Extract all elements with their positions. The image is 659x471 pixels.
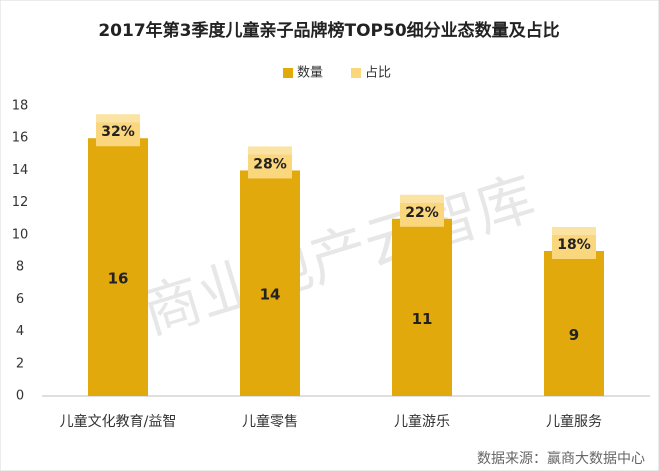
y-tick-label: 16 <box>12 131 29 146</box>
y-tick-label: 10 <box>12 227 29 242</box>
bar-value-label: 11 <box>412 310 433 328</box>
share-box-top <box>248 146 292 155</box>
share-box <box>96 114 140 147</box>
share-box-body <box>248 154 292 179</box>
y-tick-label: 2 <box>16 356 24 371</box>
bar <box>544 251 604 396</box>
share-box-body <box>552 235 596 259</box>
y-tick-label: 12 <box>12 195 29 210</box>
share-box-body <box>96 122 140 147</box>
share-box-top <box>96 114 140 123</box>
y-tick-label: 6 <box>16 292 24 307</box>
y-tick-label: 14 <box>12 163 29 178</box>
y-tick-label: 18 <box>12 99 29 114</box>
share-label: 32% <box>101 124 135 140</box>
bar <box>88 138 148 396</box>
bar-value-label: 14 <box>260 286 281 304</box>
legend-label: 数量 <box>297 66 323 81</box>
bar-value-label: 9 <box>569 326 579 344</box>
x-tick-label: 儿童零售 <box>242 413 298 430</box>
legend-label: 占比 <box>365 66 391 81</box>
share-box <box>400 194 444 227</box>
share-box <box>552 227 596 259</box>
share-box-body <box>400 202 444 227</box>
x-tick-label: 儿童服务 <box>546 413 602 430</box>
y-tick-label: 4 <box>16 324 24 339</box>
share-box <box>248 146 292 179</box>
share-box-top <box>400 194 444 203</box>
y-tick-label: 8 <box>16 260 24 275</box>
x-tick-label: 儿童文化教育/益智 <box>60 413 177 430</box>
legend-swatch <box>351 68 361 78</box>
bar <box>240 170 300 396</box>
chart-title: 2017年第3季度儿童亲子品牌榜TOP50细分业态数量及占比 <box>98 20 559 41</box>
share-label: 18% <box>557 237 591 253</box>
bar-value-label: 16 <box>108 270 129 288</box>
source-note: 数据来源：赢商大数据中心 <box>477 450 645 467</box>
share-label: 28% <box>253 156 287 172</box>
y-tick-label: 0 <box>16 389 24 404</box>
legend-swatch <box>283 68 293 78</box>
x-tick-label: 儿童游乐 <box>394 413 450 430</box>
share-label: 22% <box>405 205 439 221</box>
share-box-top <box>552 227 596 235</box>
bar <box>392 218 452 396</box>
